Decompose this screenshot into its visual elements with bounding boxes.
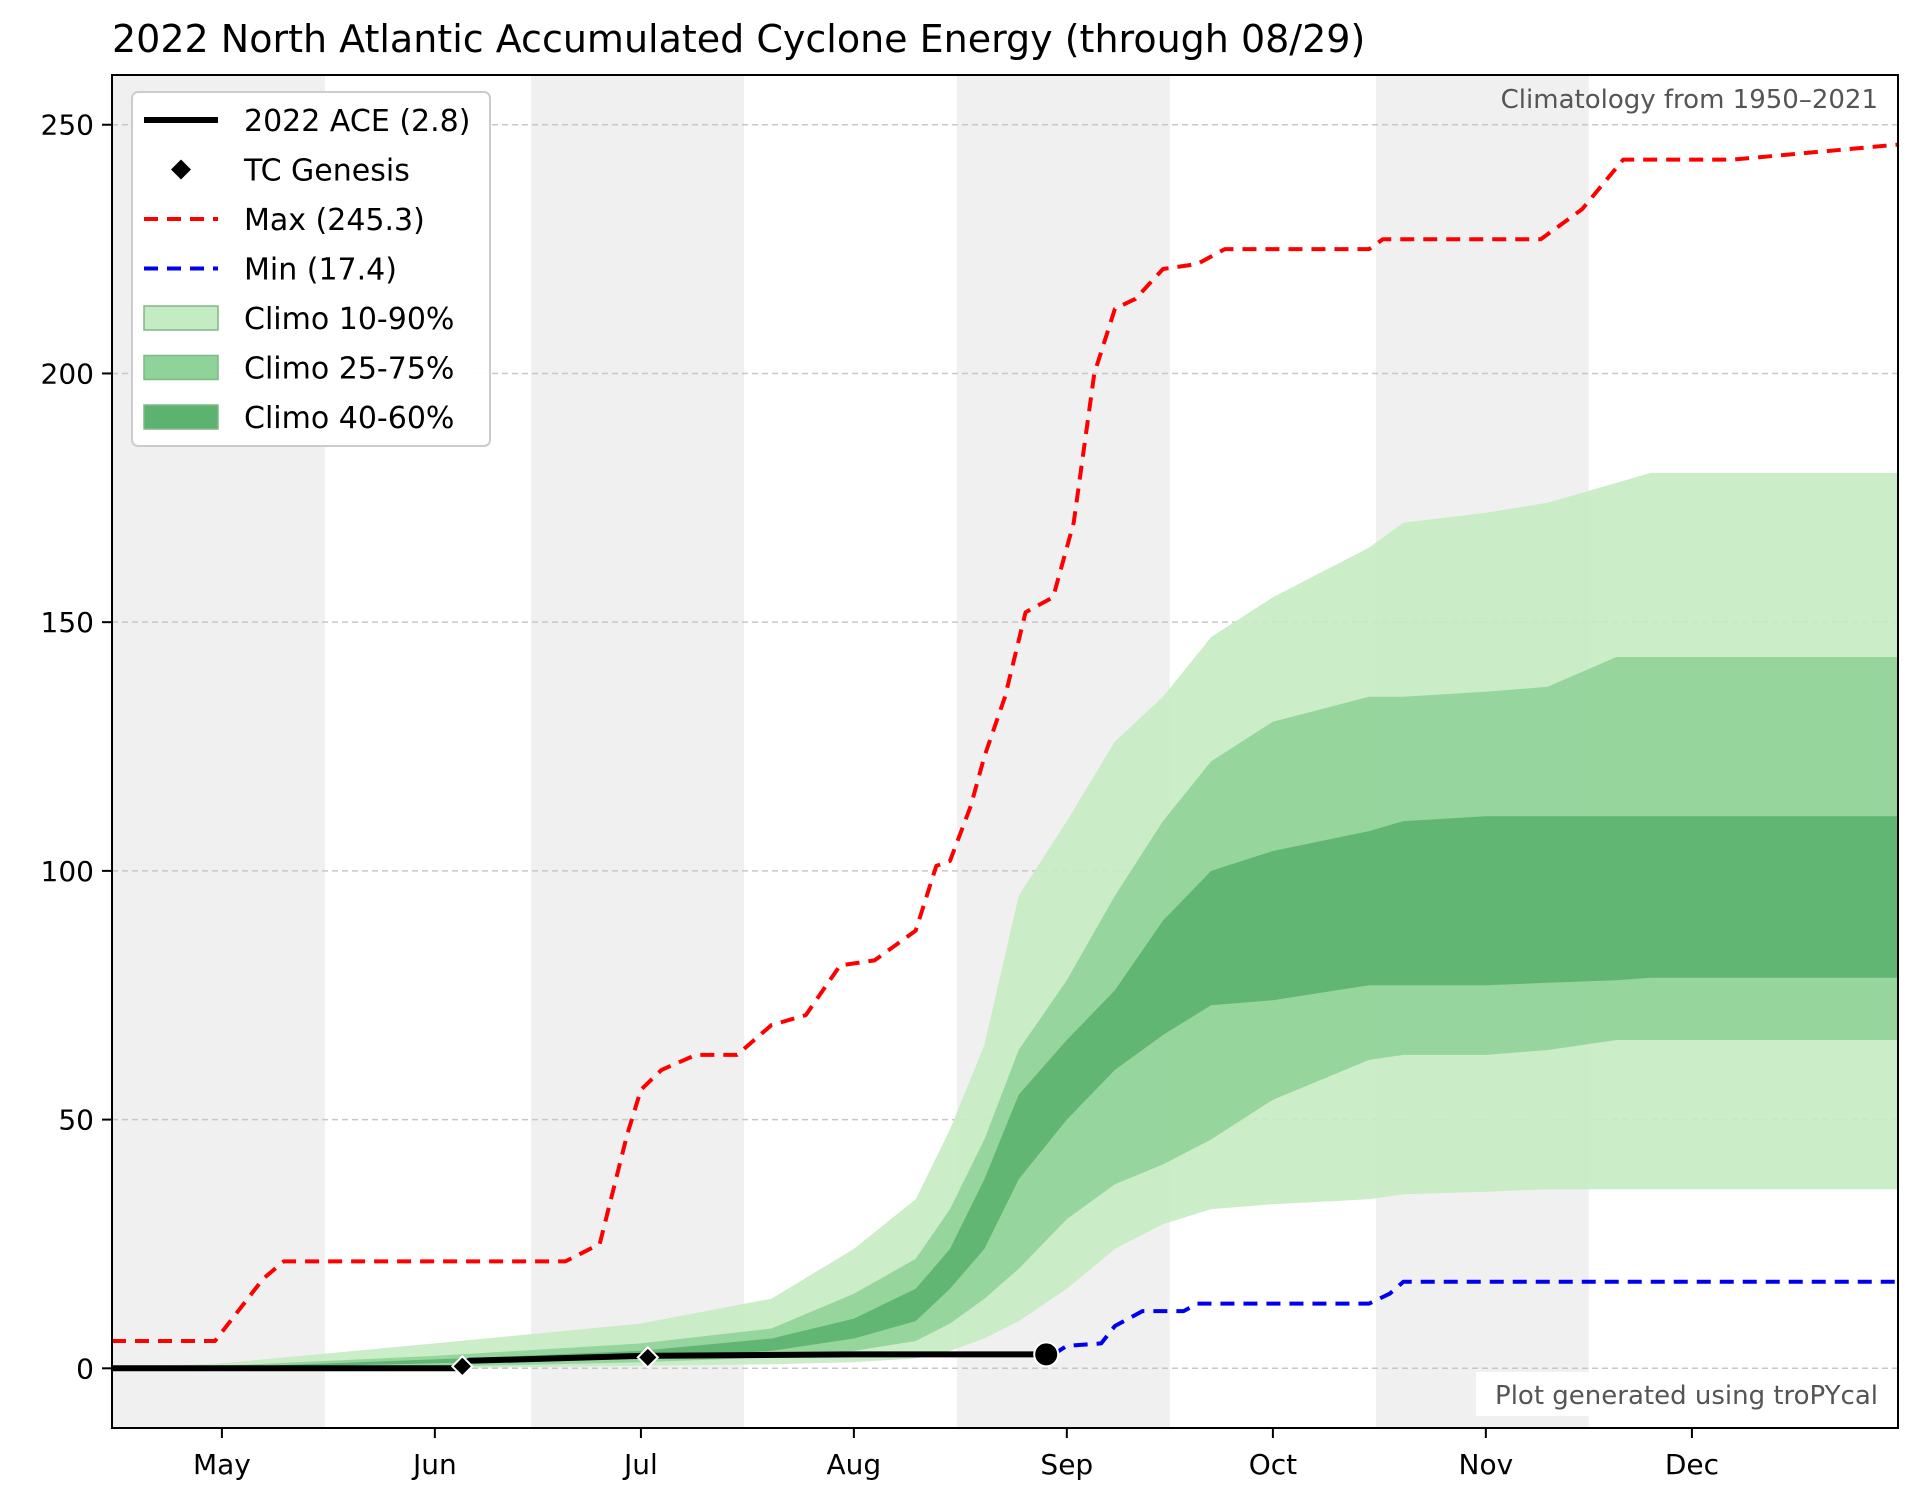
y-tick-label-1: 50: [58, 1104, 94, 1137]
credit-note-background: [1476, 1372, 1882, 1416]
x-tick-label-6: Nov: [1459, 1448, 1514, 1481]
series-line-group: [112, 142, 1899, 1372]
legend-swatch-1: [171, 159, 191, 180]
legend: 2022 ACE (2.8) TC Genesis Max (245.3) Min (…: [131, 91, 491, 447]
chart-title: 2022 North Atlantic Accumulated Cyclone …: [112, 17, 1365, 61]
ace-end-marker: [1033, 1341, 1060, 1368]
legend-label-6: Climo 40-60%: [244, 401, 454, 436]
series-line-3: [1052, 1279, 1898, 1357]
x-tick-label-5: Oct: [1249, 1448, 1297, 1481]
x-tick-label-7: Dec: [1665, 1448, 1719, 1481]
x-tick-label-4: Sep: [1040, 1448, 1093, 1481]
month-shading-band-1: [531, 75, 744, 1428]
legend-label-1: TC Genesis: [243, 154, 410, 189]
climatology-band-group: [112, 472, 1898, 1369]
x-tick-label-0: May: [193, 1448, 251, 1481]
x-tick-label-2: Jul: [622, 1448, 658, 1481]
axes-group: [111, 74, 1899, 1429]
y-tick-label-4: 200: [41, 357, 94, 390]
climo-band-2: [112, 816, 1898, 1369]
legend-label-4: Climo 10-90%: [244, 302, 454, 337]
series-line-0: [112, 1351, 1047, 1372]
legend-label-0: 2022 ACE (2.8): [244, 104, 470, 139]
legend-label-5: Climo 25-75%: [244, 352, 454, 387]
plot-frame: [111, 74, 1899, 1429]
y-tick-label-0: 0: [76, 1352, 94, 1385]
y-tick-label-2: 100: [41, 855, 94, 888]
legend-swatch-6: [143, 404, 219, 430]
legend-label-2: Max (245.3): [244, 203, 425, 238]
y-tick-label-3: 150: [41, 606, 94, 639]
legend-label-3: Min (17.4): [244, 253, 397, 288]
series-line-2: [112, 142, 1899, 1343]
x-tick-label-3: Aug: [827, 1448, 882, 1481]
legend-swatch-4: [143, 305, 219, 331]
legend-box: [131, 91, 491, 447]
legend-swatch-5: [143, 354, 219, 381]
climatology-note: Climatology from 1950–2021: [1501, 85, 1878, 115]
genesis-marker-0: [450, 1354, 474, 1378]
tick-label-group: 0 50 100 150 200 250 May Jun Jul Aug Sep Oct Nov Dec: [41, 109, 1719, 1481]
credit-note: Plot generated using troPYcal: [1495, 1381, 1878, 1411]
marker-group: [450, 1341, 1060, 1378]
x-tick-label-1: Jun: [411, 1448, 457, 1481]
y-tick-label-5: 250: [41, 109, 94, 142]
genesis-marker-1: [636, 1345, 660, 1369]
